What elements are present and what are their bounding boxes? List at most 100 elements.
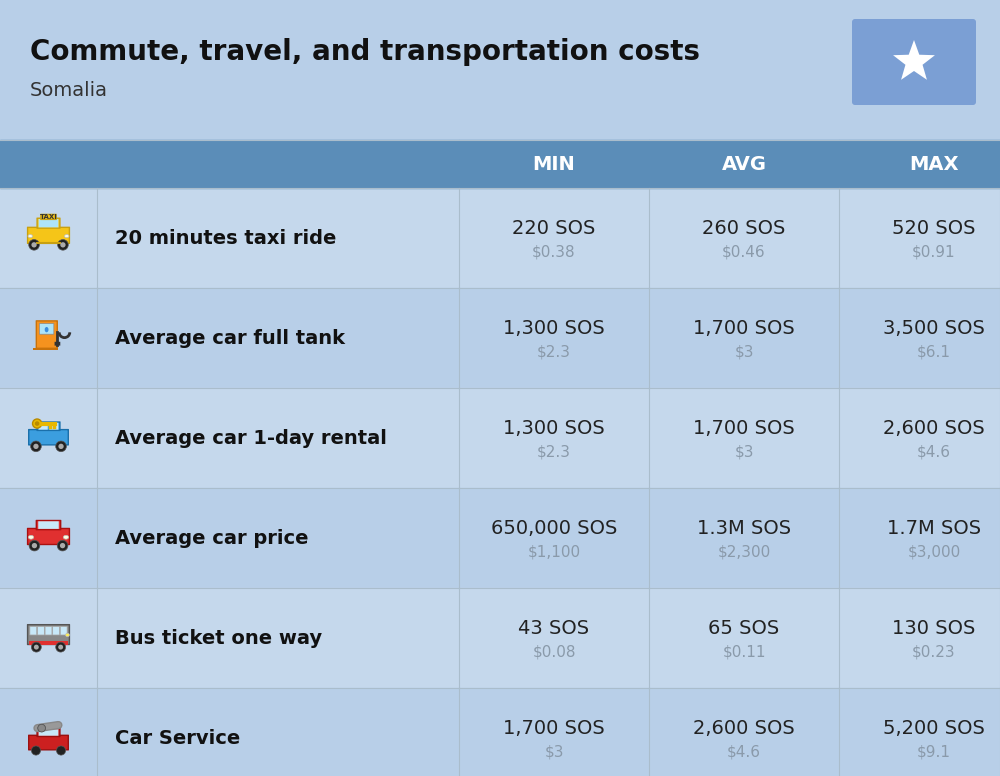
Text: 1,700 SOS: 1,700 SOS [693, 418, 795, 438]
Bar [0, 588, 1000, 688]
Circle shape [58, 240, 68, 250]
Text: MAX: MAX [909, 154, 959, 174]
FancyBboxPatch shape [28, 625, 69, 645]
Text: Bus ticket one way: Bus ticket one way [115, 629, 322, 647]
Circle shape [31, 441, 41, 452]
Circle shape [35, 421, 39, 426]
Circle shape [56, 441, 66, 452]
Text: 2,600 SOS: 2,600 SOS [693, 719, 795, 737]
FancyBboxPatch shape [37, 422, 60, 431]
Text: 650,000 SOS: 650,000 SOS [491, 518, 617, 538]
Text: $3: $3 [544, 744, 564, 760]
Circle shape [60, 543, 65, 549]
Bar [0, 488, 1000, 588]
FancyBboxPatch shape [28, 227, 69, 244]
Circle shape [31, 746, 41, 755]
Text: 43 SOS: 43 SOS [518, 618, 590, 638]
Ellipse shape [28, 234, 33, 237]
FancyBboxPatch shape [49, 423, 58, 430]
Text: $1,100: $1,100 [527, 545, 581, 559]
Text: 1.7M SOS: 1.7M SOS [887, 518, 981, 538]
Text: 1.3M SOS: 1.3M SOS [697, 518, 791, 538]
FancyBboxPatch shape [45, 626, 52, 635]
Bar [0, 388, 1000, 488]
Circle shape [58, 645, 63, 650]
Bar [0, 140, 459, 188]
Bar [29, 641, 68, 645]
Text: $9.1: $9.1 [917, 744, 951, 760]
Text: Average car 1-day rental: Average car 1-day rental [115, 428, 387, 448]
Text: AVG: AVG [722, 154, 767, 174]
FancyBboxPatch shape [28, 528, 69, 545]
Bar [0, 288, 1000, 388]
Text: $6.1: $6.1 [917, 345, 951, 359]
Circle shape [56, 746, 66, 755]
Ellipse shape [66, 633, 69, 636]
Text: $4.6: $4.6 [727, 744, 761, 760]
Text: TAXI: TAXI [40, 214, 57, 220]
FancyBboxPatch shape [30, 626, 37, 635]
FancyBboxPatch shape [37, 626, 44, 635]
Bar [459, 140, 649, 188]
Text: 65 SOS: 65 SOS [708, 618, 780, 638]
FancyBboxPatch shape [39, 423, 48, 430]
Ellipse shape [28, 535, 34, 539]
FancyBboxPatch shape [38, 521, 59, 529]
Text: $3,000: $3,000 [907, 545, 961, 559]
Text: 130 SOS: 130 SOS [892, 618, 976, 638]
Text: $2.3: $2.3 [537, 445, 571, 459]
Text: $0.91: $0.91 [912, 244, 956, 259]
Text: 260 SOS: 260 SOS [702, 219, 786, 237]
FancyBboxPatch shape [55, 341, 60, 345]
Text: $0.23: $0.23 [912, 645, 956, 660]
Text: $0.11: $0.11 [722, 645, 766, 660]
FancyBboxPatch shape [36, 521, 61, 530]
FancyBboxPatch shape [29, 430, 68, 445]
Circle shape [29, 240, 39, 250]
Circle shape [56, 643, 66, 652]
Text: 220 SOS: 220 SOS [512, 219, 596, 237]
Text: MIN: MIN [533, 154, 575, 174]
Bar [0, 688, 1000, 776]
Text: $4.6: $4.6 [917, 445, 951, 459]
Text: 20 minutes taxi ride: 20 minutes taxi ride [115, 228, 336, 248]
Ellipse shape [63, 535, 69, 539]
Text: 1,300 SOS: 1,300 SOS [503, 318, 605, 338]
FancyBboxPatch shape [53, 626, 60, 635]
Circle shape [34, 645, 39, 650]
Text: 2,600 SOS: 2,600 SOS [883, 418, 985, 438]
Bar [839, 140, 1000, 188]
Circle shape [31, 643, 41, 652]
Text: Average car full tank: Average car full tank [115, 328, 345, 348]
FancyBboxPatch shape [39, 729, 58, 736]
Text: 520 SOS: 520 SOS [892, 219, 976, 237]
Text: 1,700 SOS: 1,700 SOS [693, 318, 795, 338]
Text: 1,300 SOS: 1,300 SOS [503, 418, 605, 438]
Text: 1,700 SOS: 1,700 SOS [503, 719, 605, 737]
Text: $0.08: $0.08 [532, 645, 576, 660]
FancyBboxPatch shape [36, 321, 57, 348]
Text: Commute, travel, and transportation costs: Commute, travel, and transportation cost… [30, 38, 700, 66]
Text: $3: $3 [734, 345, 754, 359]
Text: Car Service: Car Service [115, 729, 240, 747]
Bar [33, 348, 58, 350]
FancyBboxPatch shape [41, 214, 56, 220]
Bar [0, 188, 1000, 288]
Circle shape [33, 444, 39, 449]
FancyBboxPatch shape [60, 626, 67, 635]
Text: Average car price: Average car price [115, 528, 308, 548]
Text: 5,200 SOS: 5,200 SOS [883, 719, 985, 737]
Circle shape [38, 724, 45, 732]
FancyBboxPatch shape [852, 19, 976, 105]
Circle shape [60, 242, 66, 248]
Ellipse shape [45, 327, 48, 332]
Text: $0.46: $0.46 [722, 244, 766, 259]
Text: $2.3: $2.3 [537, 345, 571, 359]
Circle shape [29, 540, 40, 551]
Text: $3: $3 [734, 445, 754, 459]
FancyBboxPatch shape [37, 218, 60, 228]
Ellipse shape [64, 234, 69, 237]
Text: Somalia: Somalia [30, 81, 108, 99]
Circle shape [31, 242, 37, 248]
Circle shape [58, 444, 64, 449]
